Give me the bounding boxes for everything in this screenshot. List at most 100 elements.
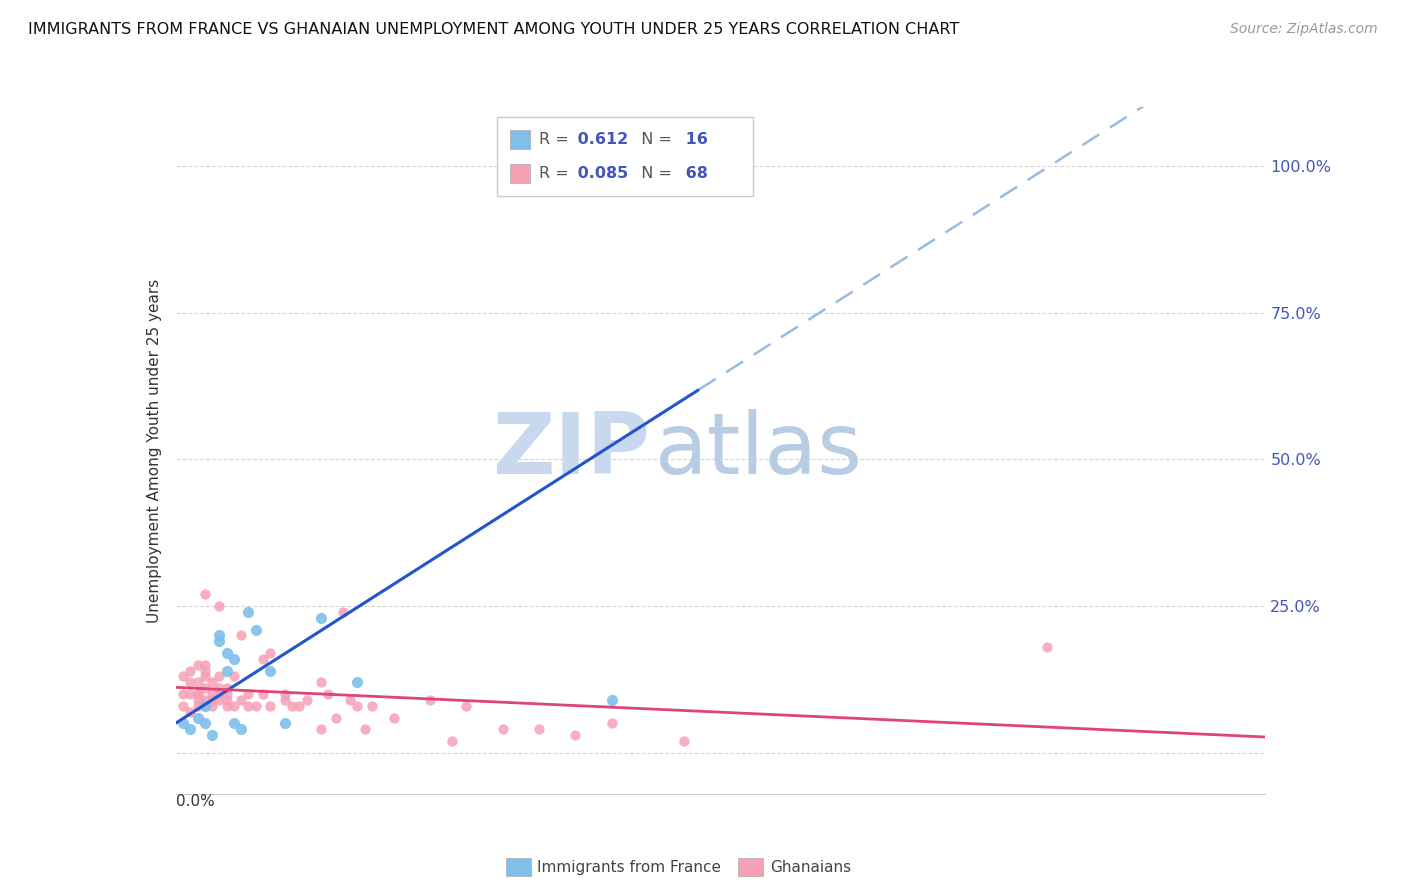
Point [194,693,217,707]
Point [194,657,217,672]
Point [208,669,231,683]
Point [527,723,550,737]
Point [222,669,245,683]
Point [215,681,238,696]
Point [194,669,217,683]
Point [194,587,217,601]
Text: 68: 68 [681,166,709,181]
Point [245,623,267,637]
Point [564,728,586,742]
Point [172,669,194,683]
Point [492,723,515,737]
Point [382,710,405,724]
Point [259,698,281,713]
Text: R =: R = [538,132,574,147]
Point [222,716,245,731]
Point [252,687,274,701]
Point [238,698,260,713]
Point [215,664,238,678]
Point [309,675,332,690]
Point [419,693,441,707]
Text: atlas: atlas [655,409,863,492]
Point [281,698,304,713]
Point [231,723,253,737]
Point [186,675,209,690]
Point [179,687,201,701]
Point [201,675,224,690]
Text: N =: N = [631,166,678,181]
Point [238,687,260,701]
Point [222,652,245,666]
Point [172,698,194,713]
Point [186,687,209,701]
Point [456,698,478,713]
Point [309,723,332,737]
Point [215,687,238,701]
Point [201,698,224,713]
Point [201,728,224,742]
Point [208,628,231,642]
Point [274,687,297,701]
Text: IMMIGRANTS FROM FRANCE VS GHANAIAN UNEMPLOYMENT AMONG YOUTH UNDER 25 YEARS CORRE: IMMIGRANTS FROM FRANCE VS GHANAIAN UNEMP… [28,22,959,37]
Point [288,698,311,713]
Point [332,605,354,619]
Point [600,716,623,731]
Point [353,723,375,737]
Point [673,734,696,748]
Bar [510,164,530,183]
Point [179,723,201,737]
Point [318,687,340,701]
Point [194,681,217,696]
Point [637,159,659,173]
Point [194,716,217,731]
Point [245,698,267,713]
Point [201,693,224,707]
Point [215,693,238,707]
Point [600,693,623,707]
Point [179,705,201,719]
Point [186,693,209,707]
Point [208,599,231,613]
Point [208,681,231,696]
Point [274,716,297,731]
Point [339,693,361,707]
Point [231,693,253,707]
Point [194,698,217,713]
Text: 0.612: 0.612 [571,132,627,147]
FancyBboxPatch shape [498,118,754,196]
Point [201,687,224,701]
Point [194,698,217,713]
Bar [510,129,530,149]
Point [440,734,463,748]
Point [1036,640,1059,654]
Point [325,710,347,724]
Point [186,657,209,672]
Point [360,698,382,713]
Point [208,634,231,648]
Point [186,687,209,701]
Point [186,698,209,713]
Text: 0.085: 0.085 [571,166,627,181]
Point [309,611,332,625]
Point [179,675,201,690]
Point [295,693,318,707]
Point [238,605,260,619]
Point [259,646,281,660]
Text: ZIP: ZIP [492,409,650,492]
Point [186,710,209,724]
Point [172,687,194,701]
Point [208,687,231,701]
Text: 16: 16 [681,132,709,147]
Point [346,698,368,713]
Point [172,716,194,731]
Point [222,698,245,713]
Text: N =: N = [631,132,678,147]
Text: Ghanaians: Ghanaians [770,861,852,875]
Point [274,693,297,707]
Text: Source: ZipAtlas.com: Source: ZipAtlas.com [1230,22,1378,37]
Point [215,698,238,713]
Point [179,664,201,678]
Point [215,646,238,660]
Point [259,664,281,678]
Text: R =: R = [538,166,574,181]
